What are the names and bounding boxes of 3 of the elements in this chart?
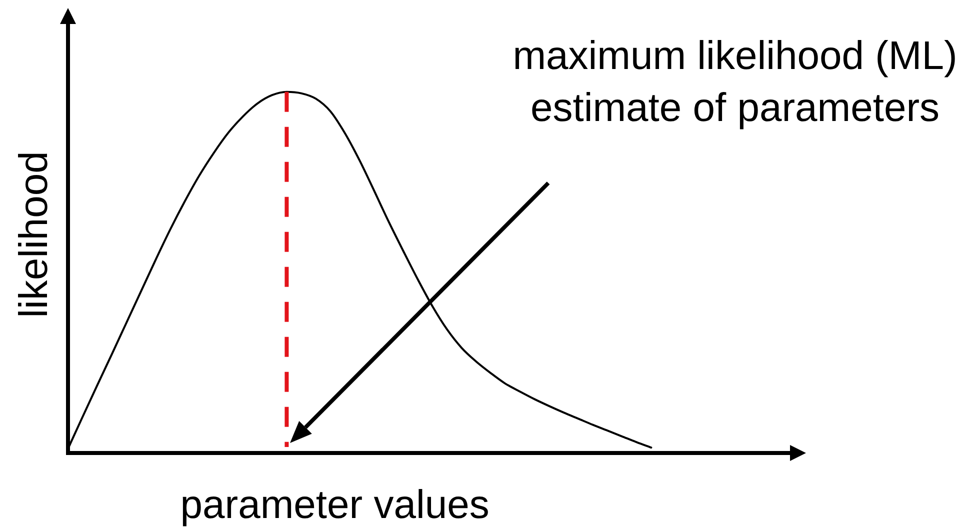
y-axis-title: likelihood: [12, 151, 56, 318]
x-axis-title: parameter values: [180, 483, 490, 527]
annotation: maximum likelihood (ML) estimate of parameters: [512, 34, 958, 130]
